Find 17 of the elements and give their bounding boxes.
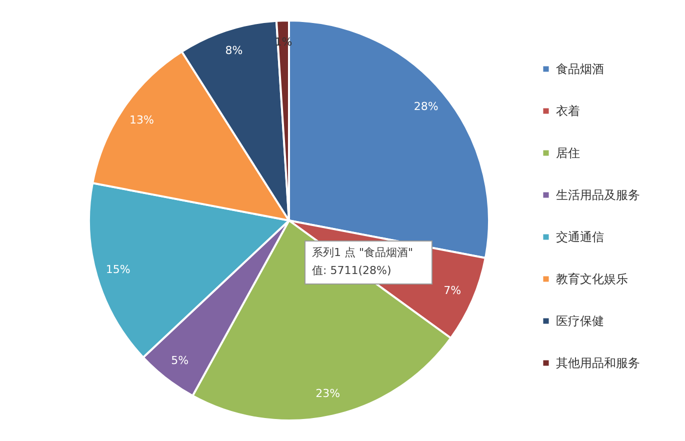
data-label: 28% (414, 100, 438, 114)
legend-label: 衣着 (556, 104, 580, 118)
legend-label: 居住 (556, 146, 580, 160)
data-label: 8% (225, 44, 243, 58)
legend-label: 其他用品和服务 (556, 356, 640, 370)
legend-label: 食品烟酒 (556, 62, 604, 76)
text: 值: 5711(28%) (312, 264, 392, 277)
data-label: 7% (444, 284, 462, 298)
data-label: 15% (106, 263, 130, 276)
data-label: 23% (316, 387, 340, 400)
legend-label: 教育文化娱乐 (556, 272, 628, 286)
data-label: 13% (130, 113, 154, 126)
data-label: 5% (171, 354, 189, 368)
legend-label: 交通通信 (556, 230, 604, 244)
text: 系列1 点 "食品烟酒" (312, 246, 414, 259)
legend-label: 生活用品及服务 (556, 188, 640, 202)
legend-label: 医疗保健 (556, 314, 604, 328)
